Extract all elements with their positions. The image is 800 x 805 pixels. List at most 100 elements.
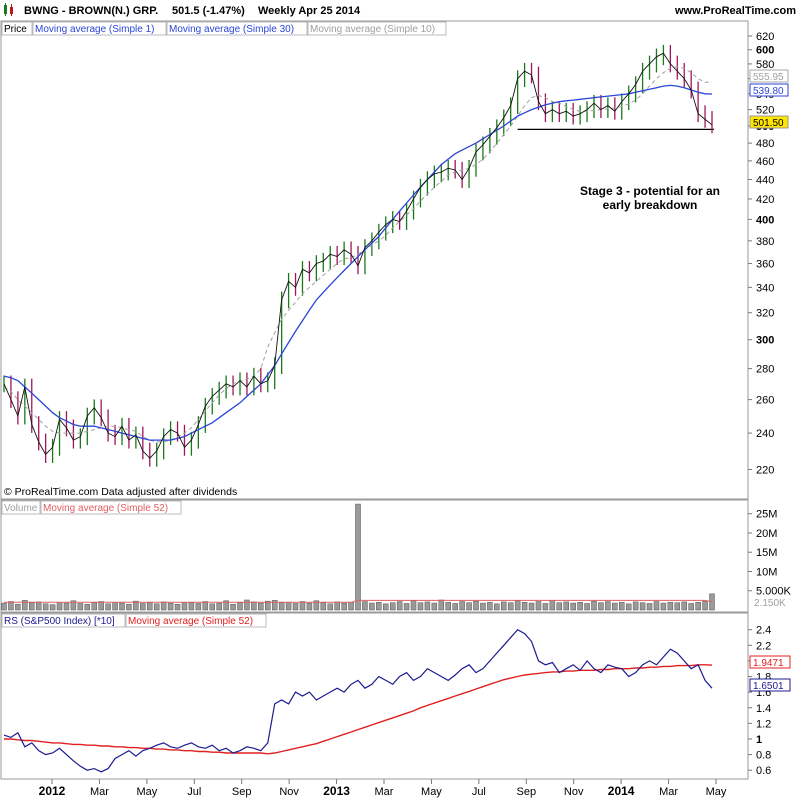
- legend-ma10: Moving average (Simple 10): [310, 24, 435, 35]
- candle-logo-icon: [4, 3, 13, 16]
- volume-bar: [271, 600, 278, 611]
- volume-bar: [396, 601, 403, 611]
- price-y-tick-label: 480: [756, 138, 774, 150]
- volume-bar: [417, 602, 424, 611]
- x-tick-label: 2013: [323, 784, 350, 798]
- volume-bar: [265, 600, 271, 611]
- volume-bar: [452, 603, 458, 611]
- volume-bar: [188, 602, 195, 611]
- legend-price: Price: [4, 24, 27, 35]
- volume-bar: [167, 602, 174, 611]
- volume-bar: [181, 602, 188, 611]
- legend-ma30-box: [166, 21, 308, 36]
- price-change: 501.5 (-1.47%): [172, 5, 245, 17]
- price-y-tick-label: 580: [756, 59, 774, 71]
- volume-bar: [619, 602, 625, 611]
- annotation-line-1: Stage 3 - potential for an: [580, 184, 720, 198]
- volume-bar: [591, 600, 597, 611]
- x-tick-label: 2012: [39, 784, 66, 798]
- x-tick-label: Mar: [90, 786, 109, 798]
- volume-bar: [542, 603, 549, 611]
- volume-bar: [362, 601, 368, 611]
- volume-bar: [258, 602, 264, 611]
- volume-bar: [292, 603, 299, 611]
- volume-bar: [70, 600, 77, 611]
- price-y-tick-label: 400: [756, 214, 774, 226]
- volume-bar: [660, 602, 667, 611]
- volume-bar: [112, 602, 118, 611]
- volume-bar: [528, 602, 535, 611]
- volume-bar: [230, 603, 236, 611]
- price-legend: Price Moving average (Simple 1) Moving a…: [1, 21, 447, 36]
- volume-bar: [91, 602, 97, 611]
- badge-rs-ma: 1.9471: [749, 655, 791, 669]
- volume-bar: [695, 602, 701, 611]
- x-tick-label: 2014: [608, 784, 635, 798]
- volume-bar: [140, 603, 146, 611]
- x-tick-label: May: [136, 786, 157, 798]
- volume-bar: [625, 603, 632, 611]
- volume-bar: [424, 601, 431, 611]
- badge-rs-text: 1.6501: [753, 681, 784, 692]
- period-date: Weekly Apr 25 2014: [258, 5, 361, 17]
- volume-bar: [320, 602, 327, 611]
- price-y-tick-label: 380: [756, 236, 774, 248]
- volume-bar: [327, 603, 333, 611]
- badge-rs: 1.6501: [749, 678, 791, 692]
- volume-bar: [341, 602, 347, 611]
- volume-bar: [285, 602, 292, 611]
- volume-bar: [667, 602, 674, 611]
- volume-bar: [42, 603, 49, 611]
- x-tick-label: Jul: [472, 786, 486, 798]
- volume-bar: [466, 602, 472, 611]
- price-y-tick-label: 360: [756, 258, 774, 270]
- volume-y-tick-label: 20M: [756, 528, 777, 540]
- rs-ma-line: [4, 664, 713, 755]
- legend-rs-box: [1, 613, 126, 628]
- volume-bar: [688, 603, 694, 611]
- legend-price-box: [1, 21, 33, 36]
- badge-rs-ma-text: 1.9471: [753, 658, 784, 669]
- ma30-line: [3, 84, 713, 441]
- badge-ma30-text: 539.80: [753, 86, 784, 97]
- legend-ma1-box: [32, 21, 167, 36]
- volume-bar: [202, 601, 209, 611]
- rs-line: [3, 628, 713, 773]
- volume-bar: [369, 602, 375, 611]
- volume-bar: [8, 601, 14, 611]
- legend-rs: RS (S&P500 Index) [*10]: [4, 616, 115, 627]
- volume-bar: [195, 603, 202, 611]
- price-y-tick-label: 340: [756, 282, 774, 294]
- x-tick-label: May: [706, 786, 727, 798]
- rs-y-tick-label: 2.2: [756, 640, 771, 652]
- volume-bar: [22, 600, 28, 611]
- volume-bar: [355, 503, 361, 611]
- volume-bar: [209, 603, 215, 611]
- volume-bar: [514, 600, 521, 611]
- volume-bar: [410, 600, 417, 611]
- price-y-tick-label: 260: [756, 395, 774, 407]
- volume-bar: [577, 602, 583, 611]
- x-tick-label: May: [421, 786, 442, 798]
- volume-bar: [535, 601, 542, 611]
- price-y-tick-label: 240: [756, 428, 774, 440]
- badge-ma10-text: 555.95: [753, 72, 784, 83]
- volume-bar: [403, 603, 410, 611]
- volume-bar: [445, 602, 451, 611]
- legend-volume-box: [1, 500, 41, 515]
- volume-bar: [598, 602, 604, 611]
- volume-bar: [160, 601, 167, 611]
- rs-y-tick-label: 2.4: [756, 625, 771, 637]
- x-tick-label: Jul: [187, 786, 201, 798]
- rs-legend: RS (S&P500 Index) [*10] Moving average (…: [1, 613, 267, 628]
- legend-vol-ma-box: [40, 500, 182, 515]
- volume-ma-line: [4, 599, 713, 603]
- volume-bar: [119, 602, 125, 611]
- volume-bar: [15, 603, 21, 611]
- header-bar: [0, 0, 800, 20]
- volume-plot: 25M 20M 15M 10M 5.000K: [1, 503, 792, 611]
- site-link[interactable]: www.ProRealTime.com: [674, 5, 796, 17]
- volume-bar: [556, 602, 563, 611]
- volume-bar: [334, 601, 340, 611]
